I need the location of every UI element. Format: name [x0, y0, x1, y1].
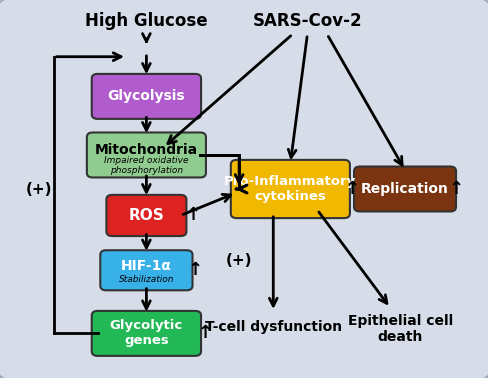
Text: Pro-Inflammatory
cytokines: Pro-Inflammatory cytokines: [224, 175, 357, 203]
Text: ↑: ↑: [198, 324, 212, 342]
FancyBboxPatch shape: [354, 167, 456, 212]
Text: T-cell dysfunction: T-cell dysfunction: [205, 320, 342, 334]
FancyBboxPatch shape: [92, 311, 201, 356]
FancyBboxPatch shape: [231, 160, 350, 218]
Text: ↑: ↑: [449, 180, 464, 198]
Text: Impaired oxidative
phosphorylation: Impaired oxidative phosphorylation: [104, 156, 189, 175]
Text: Mitochondria: Mitochondria: [95, 143, 198, 156]
Text: ROS: ROS: [128, 208, 164, 223]
Text: Epithelial cell
death: Epithelial cell death: [347, 314, 453, 344]
Text: SARS-Cov-2: SARS-Cov-2: [253, 12, 362, 30]
Text: (+): (+): [226, 253, 252, 268]
Text: Replication: Replication: [361, 182, 449, 196]
Text: Glycolytic
genes: Glycolytic genes: [110, 319, 183, 347]
Text: ↑: ↑: [185, 206, 200, 225]
Text: Glycolysis: Glycolysis: [107, 89, 185, 104]
FancyBboxPatch shape: [87, 133, 206, 178]
Text: High Glucose: High Glucose: [85, 12, 208, 30]
FancyBboxPatch shape: [92, 74, 201, 119]
Text: HIF-1α: HIF-1α: [121, 259, 172, 273]
Text: Stabilization: Stabilization: [119, 275, 174, 284]
FancyBboxPatch shape: [100, 250, 192, 290]
Text: ↑: ↑: [345, 180, 360, 198]
Text: (+): (+): [26, 181, 52, 197]
Text: ↑: ↑: [188, 261, 203, 279]
FancyBboxPatch shape: [106, 195, 186, 236]
